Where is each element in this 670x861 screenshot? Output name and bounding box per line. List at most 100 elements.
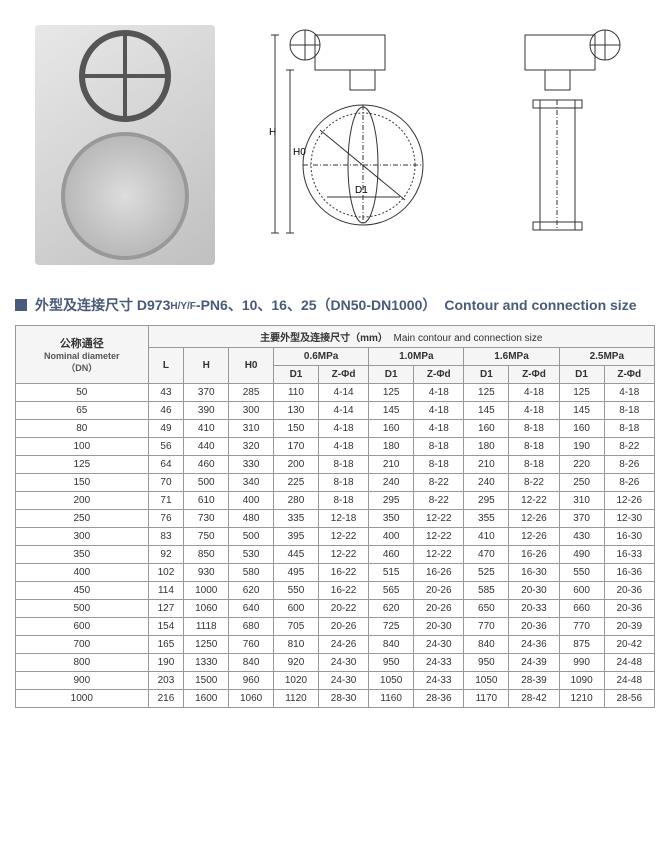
cell-H0: 960 <box>229 672 274 690</box>
col-zd: Z-Φd <box>604 366 655 384</box>
table-row: 3509285053044512-2246012-2247016-2649016… <box>16 546 655 564</box>
cell-H: 850 <box>184 546 229 564</box>
cell-L: 76 <box>148 510 184 528</box>
cell-p10d1: 180 <box>369 438 414 456</box>
cell-p16zd: 16-30 <box>509 564 559 582</box>
cell-p25zd: 12-30 <box>604 510 655 528</box>
cell-p10zd: 24-30 <box>414 636 464 654</box>
table-row: 500127106064060020-2262020-2665020-33660… <box>16 600 655 618</box>
cell-H: 1060 <box>184 600 229 618</box>
dimensions-table: 公称通径Nominal diameter（DN） 主要外型及连接尺寸（mm） M… <box>15 325 655 708</box>
cell-H0: 330 <box>229 456 274 474</box>
cell-p10zd: 16-26 <box>414 564 464 582</box>
cell-p06d1: 920 <box>274 654 319 672</box>
cell-L: 216 <box>148 690 184 708</box>
cell-p16zd: 20-36 <box>509 618 559 636</box>
table-row: 9002031500960102024-30105024-33105028-39… <box>16 672 655 690</box>
cell-p25d1: 190 <box>559 438 604 456</box>
cell-p10d1: 840 <box>369 636 414 654</box>
cell-L: 56 <box>148 438 184 456</box>
cell-p25zd: 20-36 <box>604 600 655 618</box>
cell-H: 1600 <box>184 690 229 708</box>
cell-H0: 320 <box>229 438 274 456</box>
cell-p06d1: 225 <box>274 474 319 492</box>
cell-p25zd: 20-42 <box>604 636 655 654</box>
cell-p16zd: 8-18 <box>509 438 559 456</box>
title-en: Contour and connection size <box>444 297 636 313</box>
cell-p10zd: 20-26 <box>414 600 464 618</box>
table-row: 125644603302008-182108-182108-182208-26 <box>16 456 655 474</box>
cell-p10zd: 8-22 <box>414 492 464 510</box>
cell-p16zd: 12-22 <box>509 492 559 510</box>
cell-dn: 125 <box>16 456 149 474</box>
cell-H0: 285 <box>229 384 274 402</box>
cell-p16zd: 28-39 <box>509 672 559 690</box>
cell-p10zd: 4-18 <box>414 420 464 438</box>
cell-dn: 600 <box>16 618 149 636</box>
cell-p25d1: 600 <box>559 582 604 600</box>
cell-p16zd: 24-36 <box>509 636 559 654</box>
cell-H0: 310 <box>229 420 274 438</box>
cell-p10zd: 28-36 <box>414 690 464 708</box>
cell-p10d1: 210 <box>369 456 414 474</box>
cell-p16zd: 28-42 <box>509 690 559 708</box>
cell-dn: 150 <box>16 474 149 492</box>
cell-p10zd: 12-22 <box>414 528 464 546</box>
cell-p06zd: 12-22 <box>318 528 368 546</box>
cell-dn: 450 <box>16 582 149 600</box>
cell-p06zd: 12-22 <box>318 546 368 564</box>
product-photo <box>35 25 215 265</box>
col-p16: 1.6MPa <box>464 348 559 366</box>
cell-H0: 530 <box>229 546 274 564</box>
table-row: 65463903001304-141454-181454-181458-18 <box>16 402 655 420</box>
col-zd: Z-Φd <box>509 366 559 384</box>
cell-dn: 80 <box>16 420 149 438</box>
cell-p25zd: 8-18 <box>604 402 655 420</box>
cell-dn: 350 <box>16 546 149 564</box>
cell-p10d1: 1050 <box>369 672 414 690</box>
cell-p25zd: 16-33 <box>604 546 655 564</box>
cell-p25d1: 490 <box>559 546 604 564</box>
cell-H0: 480 <box>229 510 274 528</box>
diagram-label-h0: H0 <box>293 147 306 158</box>
cell-p16d1: 210 <box>464 456 509 474</box>
col-dn: 公称通径Nominal diameter（DN） <box>16 326 149 384</box>
cell-p25zd: 8-22 <box>604 438 655 456</box>
cell-H0: 340 <box>229 474 274 492</box>
cell-p10zd: 24-33 <box>414 672 464 690</box>
cell-p10zd: 20-30 <box>414 618 464 636</box>
table-row: 700165125076081024-2684024-3084024-36875… <box>16 636 655 654</box>
cell-L: 92 <box>148 546 184 564</box>
cell-dn: 400 <box>16 564 149 582</box>
cell-H: 1500 <box>184 672 229 690</box>
cell-p25d1: 220 <box>559 456 604 474</box>
cell-p10d1: 460 <box>369 546 414 564</box>
cell-dn: 50 <box>16 384 149 402</box>
cell-p06d1: 445 <box>274 546 319 564</box>
cell-p16zd: 4-18 <box>509 384 559 402</box>
cell-p25d1: 145 <box>559 402 604 420</box>
cell-dn: 65 <box>16 402 149 420</box>
cell-p25zd: 8-26 <box>604 456 655 474</box>
section-title: 外型及连接尺寸 D973H/Y/F-PN6、10、16、25（DN50-DN10… <box>15 295 655 315</box>
cell-H: 730 <box>184 510 229 528</box>
cell-H: 1118 <box>184 618 229 636</box>
cell-p25zd: 8-18 <box>604 420 655 438</box>
col-p25: 2.5MPa <box>559 348 654 366</box>
cell-p06d1: 130 <box>274 402 319 420</box>
cell-p06zd: 4-14 <box>318 402 368 420</box>
cell-p06d1: 110 <box>274 384 319 402</box>
cell-dn: 250 <box>16 510 149 528</box>
col-main: 主要外型及连接尺寸（mm） Main contour and connectio… <box>148 326 654 348</box>
cell-p25zd: 28-56 <box>604 690 655 708</box>
cell-p10zd: 4-18 <box>414 402 464 420</box>
cell-p10d1: 145 <box>369 402 414 420</box>
cell-p25d1: 370 <box>559 510 604 528</box>
cell-H0: 760 <box>229 636 274 654</box>
cell-p25d1: 990 <box>559 654 604 672</box>
cell-p16d1: 950 <box>464 654 509 672</box>
cell-L: 49 <box>148 420 184 438</box>
cell-p06zd: 8-18 <box>318 456 368 474</box>
cell-H0: 1060 <box>229 690 274 708</box>
col-h: H <box>184 348 229 384</box>
